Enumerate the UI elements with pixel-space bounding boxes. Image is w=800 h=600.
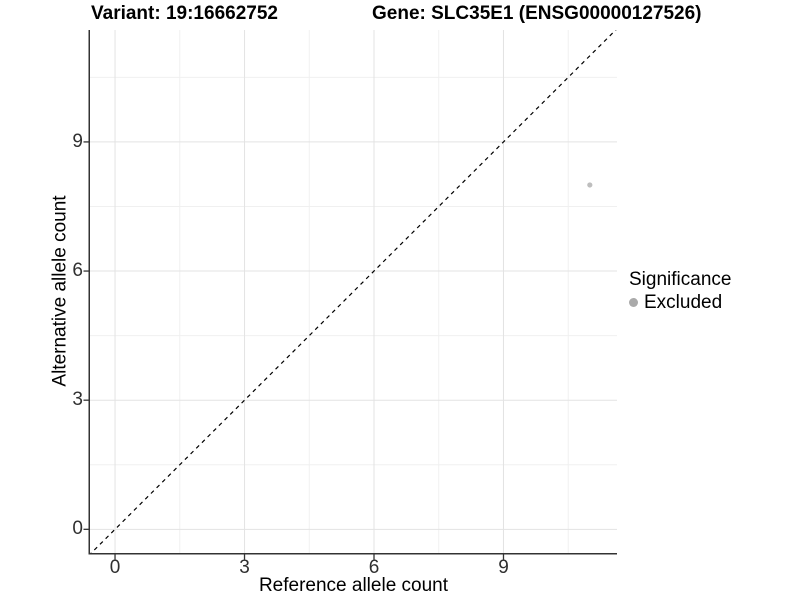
y-tick-label: 0 (72, 518, 83, 540)
variant-title: Variant: 19:16662752 (91, 3, 278, 24)
identity-line (90, 30, 617, 553)
legend-title: Significance (629, 269, 732, 290)
data-point (587, 182, 593, 188)
y-tick-label: 9 (72, 130, 83, 152)
x-tick-label: 9 (498, 557, 509, 578)
x-tick-label: 0 (109, 557, 121, 578)
y-axis-title: Alternative allele count (49, 195, 71, 387)
gene-title: Gene: SLC35E1 (ENSG00000127526) (372, 3, 702, 24)
x-tick-label: 6 (368, 557, 380, 578)
y-tick-label: 6 (72, 260, 83, 282)
legend-key-dot-icon (629, 298, 638, 307)
legend-item-excluded: Excluded (629, 291, 731, 314)
legend-item-label: Excluded (644, 291, 723, 313)
x-axis-title: Reference allele count (258, 575, 449, 596)
legend: Significance Excluded (629, 268, 731, 314)
x-tick-label: 3 (239, 557, 250, 578)
y-tick-label: 3 (72, 389, 83, 411)
